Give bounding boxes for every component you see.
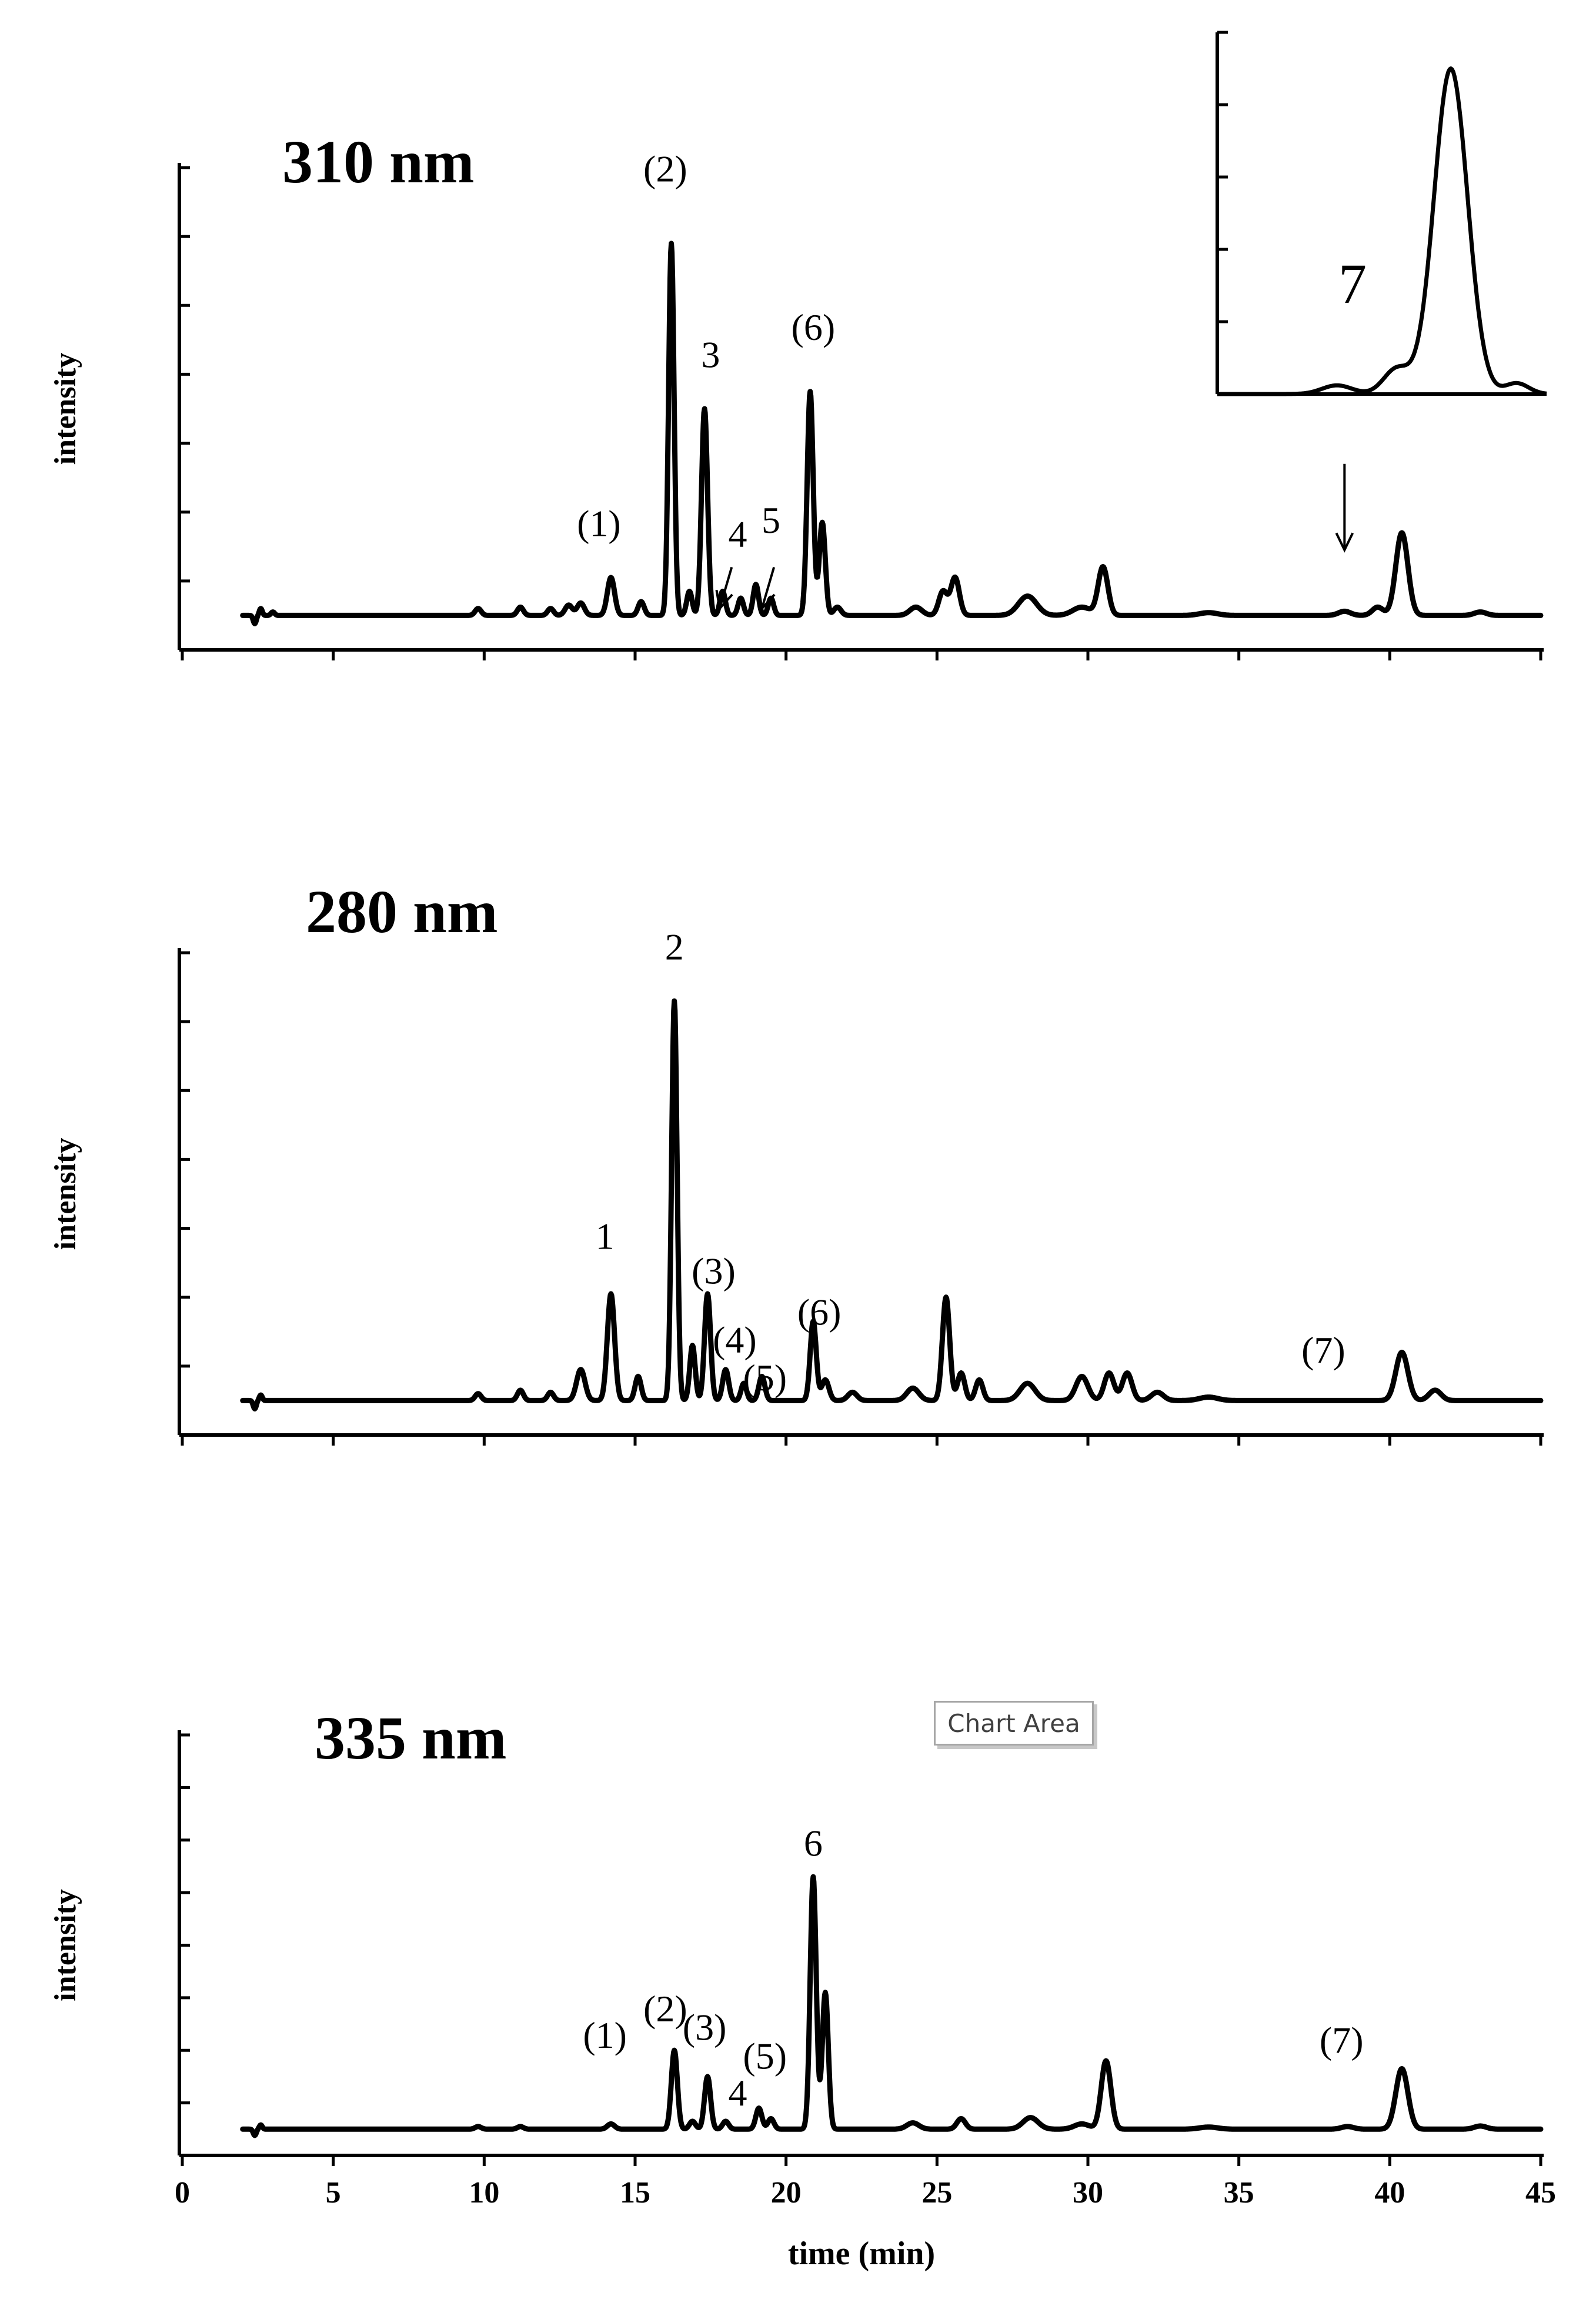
x-tick-label: 5 <box>326 2176 341 2210</box>
arrow-head <box>715 589 733 612</box>
peak-label: (3) <box>683 2006 727 2048</box>
chart-panel-3: 0 5 10 15 20 25 30 35 40 45 335 nm intensity time (m… <box>49 1704 1556 2272</box>
x-tick-label: 15 <box>620 2176 650 2210</box>
peak-label: (5) <box>743 1357 787 1399</box>
arrow-line <box>718 566 733 609</box>
x-tick-label: 35 <box>1224 2176 1254 2210</box>
chromatogram-trace <box>240 998 1544 1411</box>
inset-trace <box>1216 66 1548 396</box>
peak-label: (3) <box>692 1250 736 1292</box>
arrow-line <box>760 566 776 609</box>
x-tick-label: 0 <box>175 2176 190 2210</box>
x-axis-label: time (min) <box>788 2235 935 2272</box>
inset-chart: 7 <box>1216 31 1548 396</box>
peak-label: 6 <box>804 1823 823 1864</box>
chart-panel-1: 310 nm intensity (1) (2) 3 4 5 (6) 7 <box>49 31 1548 660</box>
arrow-head <box>757 589 776 612</box>
panel-title: 335 nm <box>315 1704 506 1772</box>
peak-label: (1) <box>583 2014 627 2056</box>
x-tick-label: 40 <box>1374 2176 1405 2210</box>
peak-label: (7) <box>1320 2020 1364 2061</box>
x-tick-label: 45 <box>1525 2176 1556 2210</box>
x-tick-label: 25 <box>921 2176 952 2210</box>
peak-label: 4 <box>729 2072 747 2114</box>
peak-label: (7) <box>1301 1329 1345 1371</box>
chart-area-tooltip: Chart Area <box>934 1701 1094 1746</box>
peak-label: (2) <box>643 1988 687 2030</box>
peak-label: 4 <box>729 513 747 555</box>
peak-label: 3 <box>701 334 720 376</box>
panel-title: 310 nm <box>282 128 474 196</box>
panel-title: 280 nm <box>306 878 498 946</box>
chromatogram-trace <box>240 1874 1544 2138</box>
peak-label: 1 <box>596 1216 615 1257</box>
x-tick-label: 30 <box>1073 2176 1103 2210</box>
peak-label: (1) <box>577 503 621 545</box>
arrow-head <box>1335 532 1354 553</box>
chromatogram-trace <box>240 241 1544 626</box>
y-axis-label: intensity <box>49 353 82 465</box>
y-axis-label: intensity <box>49 1138 82 1250</box>
chart-panel-2: 280 nm intensity 1 2 (3) (4)(5)(6) (7) <box>49 878 1544 1446</box>
peak-label: (6) <box>792 306 836 348</box>
peak-label: 5 <box>762 499 780 541</box>
x-tick-label: 20 <box>771 2176 802 2210</box>
peak-label: (5) <box>743 2035 787 2077</box>
peak-label: 2 <box>665 926 684 968</box>
x-tick-label: 10 <box>469 2176 499 2210</box>
peak-label: (4) <box>713 1319 757 1360</box>
peak-label: (2) <box>643 148 687 189</box>
y-axis-label: intensity <box>49 1889 82 2001</box>
peak-label: (6) <box>797 1292 842 1333</box>
inset-peak-label: 7 <box>1338 252 1367 315</box>
